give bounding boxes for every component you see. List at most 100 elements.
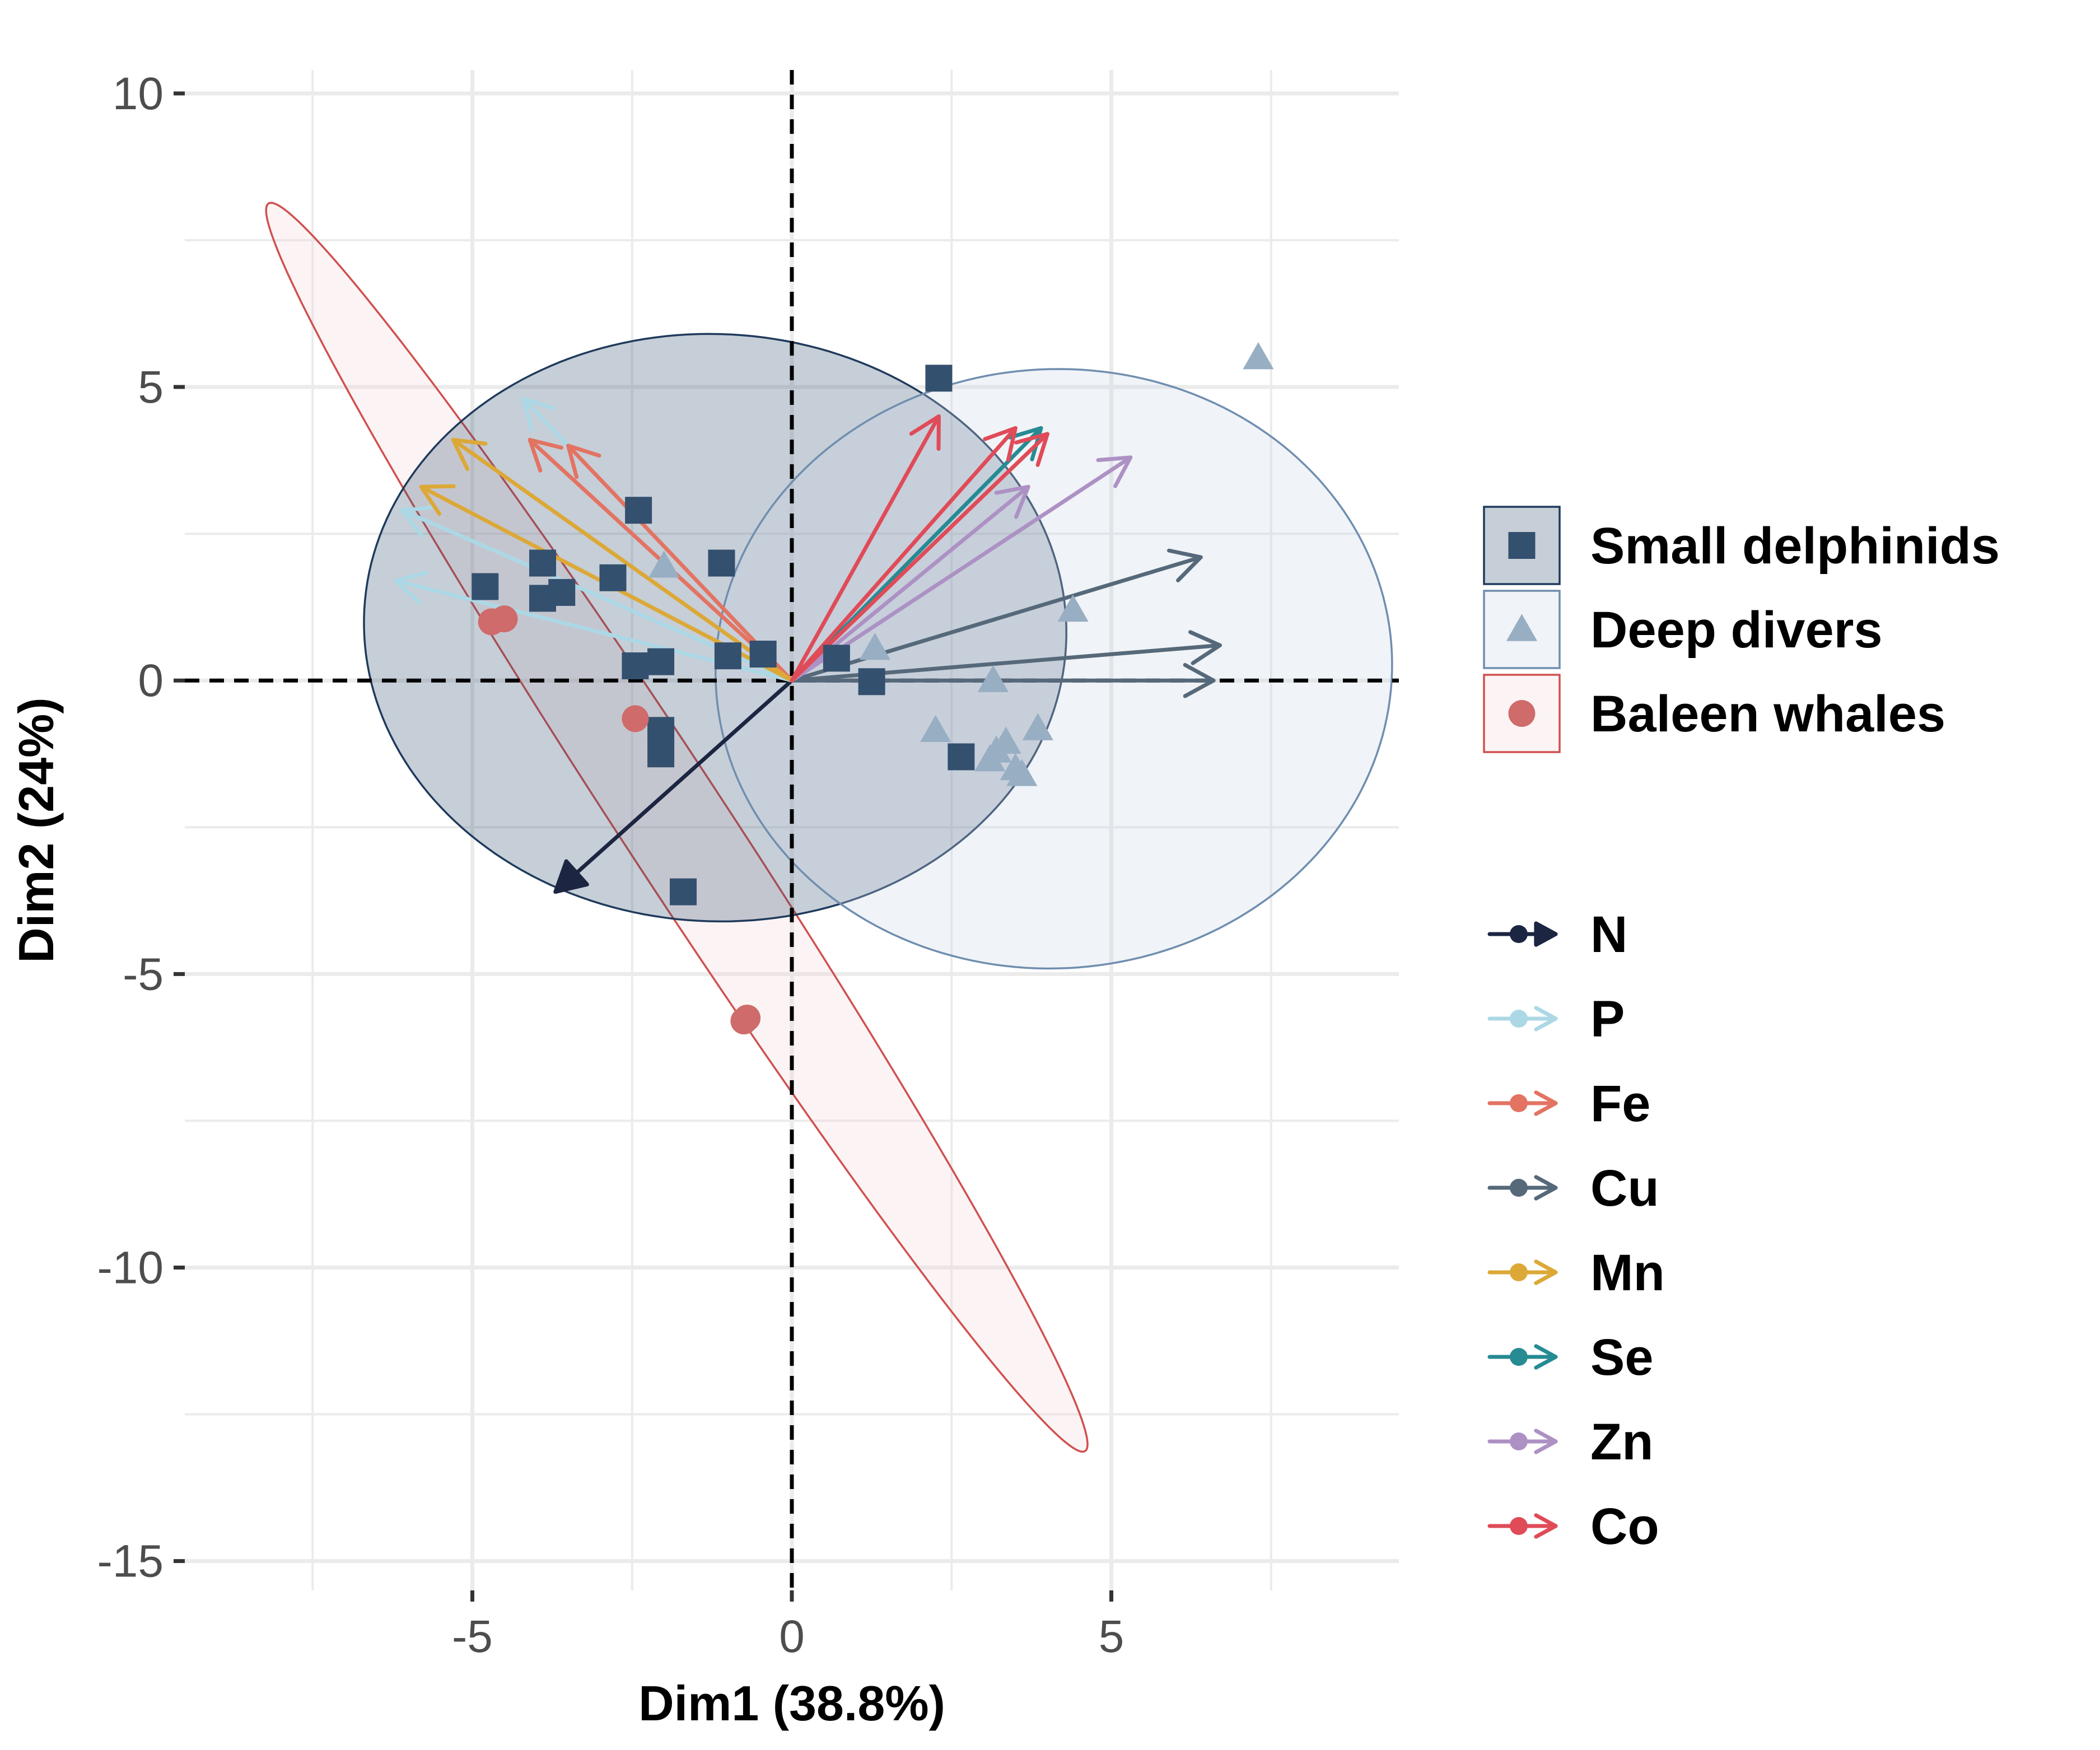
arrow-cu-3-head bbox=[1183, 662, 1216, 698]
small-delphinids-point bbox=[472, 573, 499, 600]
legend-item-zn: Zn bbox=[1487, 1413, 1653, 1471]
legend-arrow-mn bbox=[1487, 1259, 1558, 1285]
arrow-n-1-head bbox=[553, 859, 589, 894]
deep-divers-point bbox=[1243, 342, 1274, 370]
legend-label-cu: Cu bbox=[1590, 1160, 1659, 1217]
legend-arrow-co bbox=[1487, 1513, 1558, 1539]
arrow-zn-1-shaft bbox=[790, 455, 1133, 683]
arrow-fe-1-head bbox=[528, 437, 563, 473]
legend-arrow-zn-head bbox=[1534, 1429, 1558, 1454]
arrow-mn-1 bbox=[451, 437, 794, 683]
arrow-cu-1-shaft bbox=[790, 555, 1203, 683]
arrow-p-1-head bbox=[521, 396, 557, 432]
small-delphinids-point bbox=[599, 564, 627, 591]
small-delphinids-point bbox=[823, 645, 850, 672]
legend-label-zn: Zn bbox=[1590, 1413, 1653, 1471]
arrow-n-1 bbox=[553, 678, 794, 894]
deep-divers-point bbox=[977, 665, 1009, 692]
baleen-whales-point bbox=[734, 1004, 761, 1032]
deep-divers-point bbox=[920, 715, 951, 742]
arrow-co-2 bbox=[790, 426, 1018, 683]
legend-label-mn: Mn bbox=[1590, 1244, 1665, 1301]
arrow-se-1-head bbox=[1007, 426, 1043, 461]
legend-arrow-fe bbox=[1487, 1090, 1558, 1116]
small-delphinids-point bbox=[647, 648, 675, 675]
arrow-p-2-head bbox=[400, 505, 437, 538]
legend-arrow-mn-head bbox=[1534, 1259, 1558, 1285]
arrow-p-3-head bbox=[394, 570, 430, 605]
y-tick-label: -10 bbox=[97, 1242, 164, 1293]
deep-divers-point bbox=[974, 744, 1006, 772]
arrow-zn-1 bbox=[790, 455, 1133, 683]
legend-arrow-p bbox=[1487, 1006, 1558, 1032]
legend-arrow-se-head bbox=[1534, 1344, 1558, 1370]
small-delphinids-point bbox=[714, 642, 741, 670]
y-axis-title: Dim2 (24%) bbox=[8, 697, 64, 963]
legend-arrow-n-head bbox=[1534, 921, 1558, 947]
legend-arrow-cu bbox=[1487, 1175, 1558, 1201]
legend-label-fe: Fe bbox=[1590, 1075, 1650, 1132]
deep-divers-point bbox=[1057, 594, 1089, 622]
deep-divers-point bbox=[1006, 759, 1038, 786]
baleen-whales-point bbox=[622, 705, 649, 732]
legend-arrow-cu-head bbox=[1534, 1175, 1558, 1201]
arrow-co-1 bbox=[790, 414, 941, 683]
arrow-co-3-head bbox=[1014, 432, 1049, 467]
small-delphinids-point bbox=[925, 365, 953, 392]
legend-label-co: Co bbox=[1590, 1498, 1659, 1555]
legend-item-co: Co bbox=[1487, 1498, 1659, 1555]
legend-arrow-n bbox=[1487, 921, 1558, 947]
ellipse-deep-divers bbox=[715, 368, 1393, 970]
small-delphinids-point bbox=[749, 641, 777, 668]
legend-arrow-se bbox=[1487, 1344, 1558, 1370]
group-legend: Small delphinids Deep divers Baleen whales bbox=[1483, 506, 2000, 753]
arrow-co-2-shaft bbox=[790, 426, 1018, 683]
legend-item-cu: Cu bbox=[1487, 1160, 1659, 1217]
arrow-cu-2-head bbox=[1188, 630, 1222, 665]
small-delphinids-point bbox=[647, 717, 675, 744]
y-tick-label: -15 bbox=[97, 1536, 164, 1587]
legend-arrow-fe-head bbox=[1534, 1090, 1558, 1116]
legend-marker-deep-divers bbox=[1506, 614, 1538, 641]
legend-item-n: N bbox=[1487, 906, 1627, 963]
legend-item-fe: Fe bbox=[1487, 1075, 1650, 1132]
deep-divers-point bbox=[1022, 713, 1053, 740]
legend-marker-baleen-whales bbox=[1508, 700, 1536, 727]
arrow-zn-2-head bbox=[994, 484, 1030, 519]
variable-legend: NP Fe Cu Mn Se Zn Co bbox=[1487, 906, 1665, 1555]
arrow-zn-1-head bbox=[1096, 455, 1133, 488]
small-delphinids-point bbox=[708, 549, 735, 577]
arrow-mn-1-head bbox=[451, 437, 488, 472]
legend-label-small-delphinids: Small delphinids bbox=[1590, 517, 2000, 575]
legend-item-p: P bbox=[1487, 991, 1625, 1048]
arrow-co-3 bbox=[790, 432, 1049, 683]
arrow-cu-1 bbox=[790, 548, 1203, 683]
small-delphinids-point bbox=[625, 497, 652, 524]
deep-divers-point bbox=[648, 550, 680, 578]
arrow-fe-2-head bbox=[566, 444, 601, 479]
y-tick-label: 10 bbox=[113, 68, 164, 119]
small-delphinids-point bbox=[529, 585, 556, 612]
data-points bbox=[472, 342, 1274, 1035]
arrow-mn-2-head bbox=[419, 484, 456, 516]
arrow-co-1-shaft bbox=[790, 414, 941, 683]
legend-item-baleen-whales: Baleen whales bbox=[1483, 674, 1945, 753]
y-tick-label: 5 bbox=[138, 362, 164, 413]
legend-item-small-delphinids: Small delphinids bbox=[1483, 506, 2000, 585]
y-tick-label: -5 bbox=[123, 949, 164, 1000]
arrow-cu-1-head bbox=[1167, 548, 1203, 582]
legend-marker-small-delphinids bbox=[1508, 532, 1536, 559]
small-delphinids-point bbox=[622, 652, 649, 679]
deep-divers-point bbox=[859, 632, 890, 660]
legend-arrow-co-head bbox=[1534, 1513, 1558, 1539]
legend-label-baleen-whales: Baleen whales bbox=[1590, 685, 1945, 743]
legend-label-se: Se bbox=[1590, 1329, 1654, 1386]
small-delphinids-point bbox=[670, 878, 697, 906]
small-delphinids-point bbox=[529, 549, 556, 577]
baleen-whales-point bbox=[491, 605, 518, 633]
legend-arrow-zn bbox=[1487, 1429, 1558, 1454]
small-delphinids-point bbox=[647, 740, 675, 768]
x-tick-label: 0 bbox=[779, 1611, 805, 1662]
legend-item-se: Se bbox=[1487, 1329, 1654, 1386]
